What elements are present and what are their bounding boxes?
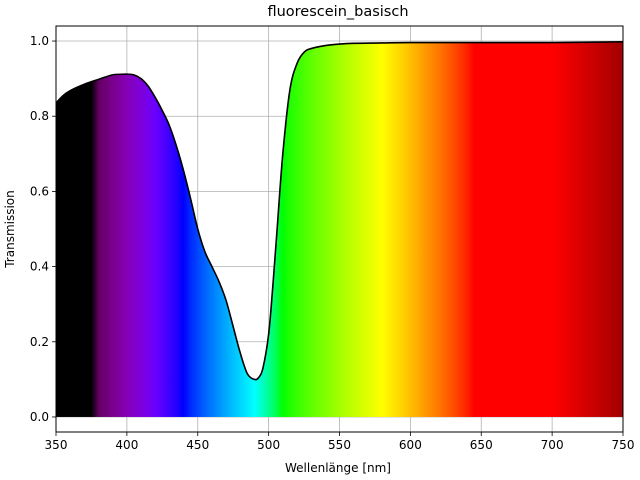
y-tick-label: 0.0 — [30, 410, 49, 424]
chart-title: fluorescein_basisch — [267, 4, 408, 20]
y-tick-label: 0.6 — [30, 184, 49, 198]
x-tick-label: 500 — [257, 438, 280, 452]
x-tick-label: 650 — [470, 438, 493, 452]
x-axis: 350 400 450 500 550 600 650 700 750 — [45, 432, 635, 452]
x-tick-label: 700 — [541, 438, 564, 452]
x-tick-label: 400 — [115, 438, 138, 452]
spectrum-fill — [56, 41, 623, 417]
x-tick-label: 750 — [612, 438, 635, 452]
x-tick-label: 450 — [186, 438, 209, 452]
y-axis-label: Transmission — [3, 190, 17, 269]
x-tick-label: 600 — [399, 438, 422, 452]
y-axis: 0.0 0.2 0.4 0.6 0.8 1.0 — [30, 34, 56, 424]
y-tick-label: 0.2 — [30, 335, 49, 349]
y-tick-label: 0.8 — [30, 109, 49, 123]
y-tick-label: 1.0 — [30, 34, 49, 48]
y-tick-label: 0.4 — [30, 260, 49, 274]
transmission-line — [55, 40, 624, 381]
x-tick-label: 550 — [328, 438, 351, 452]
x-tick-label: 350 — [45, 438, 68, 452]
x-axis-label: Wellenlänge [nm] — [285, 461, 391, 475]
